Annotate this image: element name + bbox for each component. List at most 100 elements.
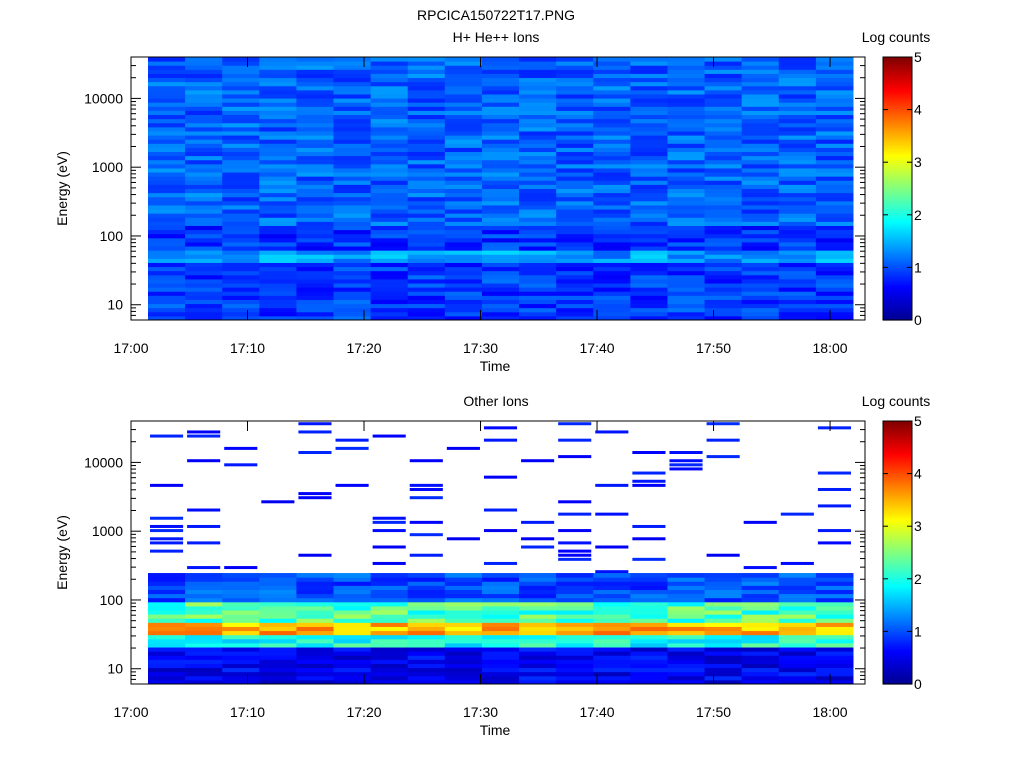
colorbar-segment — [883, 258, 912, 262]
heatmap-cell — [741, 675, 780, 681]
heatmap-cell — [370, 61, 409, 66]
heatmap-cell — [333, 213, 372, 218]
colorbar-segment — [883, 561, 912, 565]
colorbar-segment — [883, 423, 912, 426]
heatmap-cell — [148, 188, 186, 194]
colorbar-segment — [883, 67, 912, 71]
heatmap-cell — [259, 213, 297, 218]
colorbar-segment — [883, 306, 912, 310]
heatmap-cell — [444, 155, 483, 161]
heatmap-cell — [704, 589, 743, 595]
heatmap-cell — [741, 65, 780, 70]
heatmap-cell — [296, 209, 335, 214]
colorbar-segment — [883, 436, 912, 440]
heatmap-cell — [630, 167, 668, 173]
heatmap-cell — [333, 196, 372, 202]
heatmap-cell — [259, 85, 297, 91]
heatmap-cell — [222, 618, 260, 623]
heatmap-cell — [370, 143, 409, 148]
plot-frame — [130, 420, 866, 685]
figure-title: RPCICA150722T17.PNG — [417, 7, 575, 23]
heatmap-cell — [222, 172, 260, 177]
heatmap-cell — [259, 176, 297, 181]
heatmap-cell — [706, 438, 740, 442]
heatmap-cell — [667, 577, 706, 582]
heatmap-cell — [444, 274, 483, 280]
heatmap-cell — [370, 618, 409, 623]
heatmap-cell — [407, 85, 446, 91]
heatmap-cell — [185, 605, 223, 611]
heatmap-cell — [593, 167, 631, 173]
heatmap-cell — [704, 241, 743, 247]
heatmap-cell — [222, 663, 260, 669]
heatmap-cell — [558, 553, 592, 557]
colorbar-segment — [883, 545, 912, 549]
heatmap-cell — [481, 311, 520, 317]
heatmap-cell — [630, 77, 668, 83]
heatmap-cell — [407, 618, 446, 623]
heatmap-cell — [185, 89, 223, 95]
heatmap-cell — [370, 634, 409, 640]
heatmap-cell — [409, 483, 443, 487]
heatmap-cell — [704, 225, 743, 231]
heatmap-cell — [778, 303, 817, 309]
heatmap-cell — [222, 675, 260, 681]
heatmap-cell — [148, 675, 186, 681]
heatmap-cell — [444, 147, 483, 153]
colorbar-segment — [883, 311, 912, 315]
heatmap-cell — [407, 634, 446, 640]
heatmap-cell — [815, 618, 854, 623]
heatmap-cell — [630, 221, 668, 226]
colorbar-segment — [883, 304, 912, 308]
heatmap-cell — [556, 159, 594, 165]
heatmap-cell — [296, 246, 335, 251]
heatmap-cell — [630, 73, 668, 79]
heatmap-cell — [333, 581, 372, 586]
heatmap-cell — [296, 130, 335, 136]
heatmap-cell — [370, 57, 409, 62]
heatmap-cell — [815, 626, 854, 632]
heatmap-cell — [481, 634, 520, 640]
heatmap-cell — [444, 270, 483, 276]
heatmap-cell — [296, 65, 335, 70]
heatmap-cell — [704, 593, 743, 599]
heatmap-cell — [185, 122, 223, 128]
heatmap-cell — [667, 642, 706, 648]
heatmap-cell — [222, 81, 260, 87]
heatmap-cell — [815, 655, 854, 660]
heatmap-cell — [593, 180, 631, 185]
heatmap-cell — [185, 225, 223, 231]
heatmap-cell — [741, 585, 780, 590]
heatmap-cell — [704, 172, 743, 177]
heatmap-cell — [407, 679, 446, 685]
heatmap-cell — [259, 233, 297, 239]
heatmap-cell — [185, 618, 223, 623]
y-tick-label: 10000 — [84, 454, 123, 470]
heatmap-cell — [370, 122, 409, 128]
heatmap-cell — [333, 102, 372, 107]
heatmap-cell — [259, 77, 297, 83]
heatmap-cell — [481, 122, 520, 128]
heatmap-cell — [556, 614, 594, 619]
heatmap-cell — [519, 126, 557, 132]
heatmap-cell — [481, 126, 520, 132]
heatmap-cell — [556, 250, 594, 255]
heatmap-cell — [333, 89, 372, 95]
heatmap-cell — [444, 299, 483, 305]
heatmap-cell — [407, 250, 446, 255]
heatmap-cell — [444, 221, 483, 226]
heatmap-cell — [222, 614, 260, 619]
heatmap-cell — [372, 516, 406, 520]
heatmap-cell — [222, 287, 260, 292]
colorbar-segment — [883, 517, 912, 521]
heatmap-cell — [481, 204, 520, 210]
colorbar-segment — [883, 263, 912, 266]
heatmap-cell — [556, 217, 594, 222]
heatmap-cell — [296, 135, 335, 140]
heatmap-cell — [370, 167, 409, 173]
heatmap-cell — [556, 139, 594, 144]
heatmap-cell — [148, 577, 186, 582]
heatmap-cell — [444, 188, 483, 194]
heatmap-cell — [370, 159, 409, 165]
